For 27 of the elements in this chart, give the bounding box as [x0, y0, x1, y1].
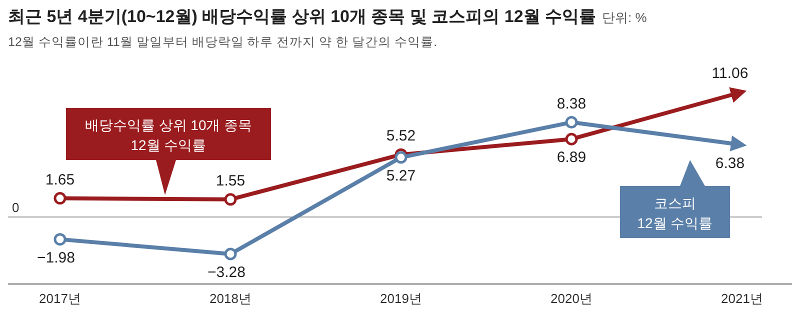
point	[565, 116, 578, 129]
ref-line-label: 0	[12, 200, 20, 215]
point	[394, 151, 408, 164]
x-tick-label: 2017년	[39, 291, 81, 306]
x-tick-label: 2020년	[550, 291, 592, 306]
point	[224, 193, 237, 206]
text: 단위: %	[602, 10, 648, 25]
x-tick-label: 2021년	[721, 291, 763, 306]
data-label: 11.06	[712, 65, 748, 82]
data-label: 5.27	[386, 167, 416, 184]
legend-label: 코스피 12월 수익률	[637, 195, 713, 231]
x-tick-label: 2018년	[210, 291, 252, 306]
point	[224, 248, 237, 260]
point	[565, 132, 578, 146]
chart-title: 최근 5년 4분기(10~12월) 배당수익률 상위 10개 종목 및 코스피의 12월 수익률	[8, 7, 596, 26]
data-label: −1.98	[37, 249, 75, 266]
data-label: 5.52	[386, 128, 416, 145]
data-label: 8.38	[556, 95, 586, 112]
point	[54, 192, 66, 205]
data-label: 6.38	[715, 154, 745, 172]
data-label: 6.89	[556, 149, 586, 166]
data-label: 1.65	[45, 171, 75, 188]
x-tick-label: 2019년	[380, 291, 422, 306]
point	[54, 233, 66, 246]
data-label: 1.55	[216, 172, 246, 190]
data-label: −3.28	[208, 264, 246, 281]
chart-subtitle: 12월 수익률이란 11월 말일부터 배당락일 하루 전까지 약 한 달간의 수익률.	[8, 35, 438, 49]
